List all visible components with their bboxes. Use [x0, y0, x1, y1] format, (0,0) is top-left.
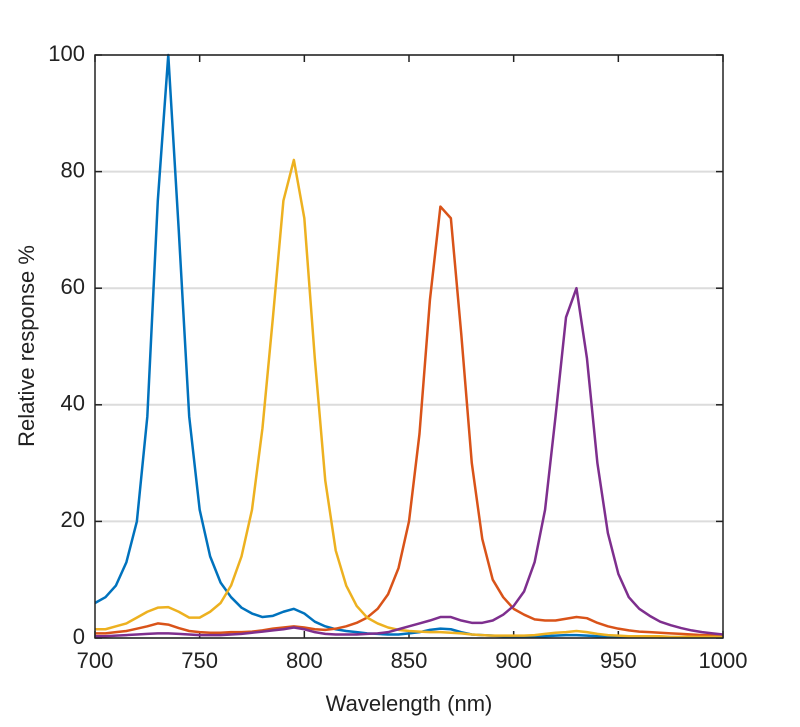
x-axis-label: Wavelength (nm) [326, 691, 493, 716]
y-tick-label: 100 [48, 41, 85, 66]
series-line [95, 286, 724, 638]
x-tick-label: 1000 [699, 648, 748, 673]
x-tick-label: 800 [286, 648, 323, 673]
x-tick-label: 900 [495, 648, 532, 673]
y-axis-label: Relative response % [14, 245, 39, 447]
series-line [95, 158, 723, 639]
plot-frame [94, 54, 724, 639]
y-tick-label: 40 [61, 391, 85, 416]
y-tick-label: 0 [73, 624, 85, 649]
y-tick-label: 80 [61, 157, 85, 182]
y-tick-label: 20 [61, 507, 85, 532]
x-tick-label: 850 [391, 648, 428, 673]
series-line [94, 53, 723, 639]
y-tick-label: 60 [61, 274, 85, 299]
x-tick-label: 950 [600, 648, 637, 673]
x-tick-label: 700 [77, 648, 114, 673]
series-line [95, 205, 724, 637]
x-tick-label: 750 [181, 648, 218, 673]
